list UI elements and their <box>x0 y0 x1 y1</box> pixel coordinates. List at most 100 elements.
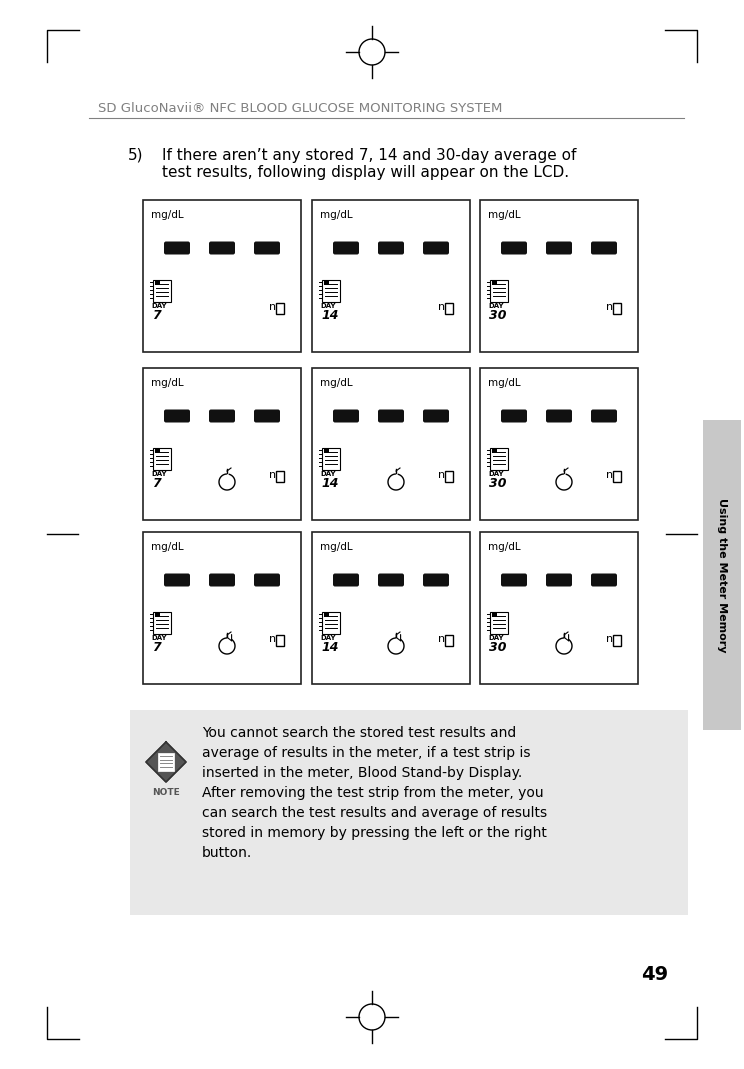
Text: DAY: DAY <box>488 635 504 641</box>
Text: 30: 30 <box>489 309 507 322</box>
Text: n: n <box>269 303 276 312</box>
FancyBboxPatch shape <box>322 280 340 303</box>
FancyBboxPatch shape <box>490 448 508 470</box>
FancyBboxPatch shape <box>164 573 190 587</box>
FancyBboxPatch shape <box>613 471 621 482</box>
FancyBboxPatch shape <box>378 409 404 422</box>
FancyBboxPatch shape <box>492 449 497 453</box>
FancyBboxPatch shape <box>324 613 329 617</box>
FancyBboxPatch shape <box>490 280 508 303</box>
FancyBboxPatch shape <box>324 281 329 285</box>
FancyBboxPatch shape <box>312 368 470 520</box>
Text: mg/dL: mg/dL <box>151 378 184 388</box>
FancyBboxPatch shape <box>591 573 617 587</box>
Text: You cannot search the stored test results and
average of results in the meter, i: You cannot search the stored test result… <box>202 726 547 861</box>
Text: mg/dL: mg/dL <box>488 542 521 552</box>
FancyBboxPatch shape <box>613 303 621 314</box>
FancyBboxPatch shape <box>322 611 340 634</box>
Text: mg/dL: mg/dL <box>320 378 353 388</box>
Text: 14: 14 <box>321 477 339 490</box>
FancyBboxPatch shape <box>130 710 688 915</box>
FancyBboxPatch shape <box>155 449 160 453</box>
Text: mg/dL: mg/dL <box>320 210 353 220</box>
FancyBboxPatch shape <box>480 532 638 684</box>
Text: mg/dL: mg/dL <box>151 210 184 220</box>
FancyBboxPatch shape <box>378 242 404 254</box>
Text: n: n <box>269 470 276 480</box>
Text: DAY: DAY <box>320 635 336 641</box>
FancyBboxPatch shape <box>445 635 453 646</box>
Text: mg/dL: mg/dL <box>488 210 521 220</box>
FancyBboxPatch shape <box>490 611 508 634</box>
FancyBboxPatch shape <box>591 242 617 254</box>
FancyBboxPatch shape <box>501 573 527 587</box>
Text: 7: 7 <box>152 477 161 490</box>
FancyBboxPatch shape <box>546 573 572 587</box>
FancyBboxPatch shape <box>378 573 404 587</box>
FancyBboxPatch shape <box>546 409 572 422</box>
FancyBboxPatch shape <box>164 409 190 422</box>
FancyBboxPatch shape <box>480 200 638 352</box>
FancyBboxPatch shape <box>492 613 497 617</box>
Text: mg/dL: mg/dL <box>151 542 184 552</box>
FancyBboxPatch shape <box>209 573 235 587</box>
FancyBboxPatch shape <box>546 242 572 254</box>
Text: n: n <box>438 634 445 644</box>
Text: DAY: DAY <box>151 471 167 477</box>
FancyBboxPatch shape <box>158 753 174 771</box>
FancyBboxPatch shape <box>312 200 470 352</box>
Text: 7: 7 <box>152 641 161 654</box>
FancyBboxPatch shape <box>492 281 497 285</box>
FancyBboxPatch shape <box>254 573 280 587</box>
FancyBboxPatch shape <box>254 242 280 254</box>
Text: SD GlucoNavii® NFC BLOOD GLUCOSE MONITORING SYSTEM: SD GlucoNavii® NFC BLOOD GLUCOSE MONITOR… <box>98 102 502 115</box>
Text: DAY: DAY <box>488 303 504 309</box>
FancyBboxPatch shape <box>324 449 329 453</box>
FancyBboxPatch shape <box>143 532 301 684</box>
FancyBboxPatch shape <box>613 635 621 646</box>
FancyBboxPatch shape <box>143 368 301 520</box>
Text: n: n <box>438 470 445 480</box>
FancyBboxPatch shape <box>423 242 449 254</box>
FancyBboxPatch shape <box>276 635 284 646</box>
Text: 14: 14 <box>321 641 339 654</box>
FancyBboxPatch shape <box>312 532 470 684</box>
FancyBboxPatch shape <box>254 409 280 422</box>
FancyBboxPatch shape <box>155 281 160 285</box>
FancyBboxPatch shape <box>501 409 527 422</box>
Text: DAY: DAY <box>320 303 336 309</box>
Text: 30: 30 <box>489 641 507 654</box>
Text: If there aren’t any stored 7, 14 and 30-day average of
test results, following d: If there aren’t any stored 7, 14 and 30-… <box>162 148 577 181</box>
Text: n: n <box>606 303 613 312</box>
FancyBboxPatch shape <box>703 420 741 730</box>
Text: DAY: DAY <box>320 471 336 477</box>
FancyBboxPatch shape <box>209 409 235 422</box>
Text: 30: 30 <box>489 477 507 490</box>
Text: DAY: DAY <box>488 471 504 477</box>
FancyBboxPatch shape <box>322 448 340 470</box>
FancyBboxPatch shape <box>153 611 171 634</box>
FancyBboxPatch shape <box>445 303 453 314</box>
Polygon shape <box>146 742 186 783</box>
Text: mg/dL: mg/dL <box>320 542 353 552</box>
FancyBboxPatch shape <box>333 409 359 422</box>
Text: 14: 14 <box>321 309 339 322</box>
Text: mg/dL: mg/dL <box>488 378 521 388</box>
FancyBboxPatch shape <box>155 613 160 617</box>
FancyBboxPatch shape <box>480 368 638 520</box>
FancyBboxPatch shape <box>445 471 453 482</box>
FancyBboxPatch shape <box>209 242 235 254</box>
Text: DAY: DAY <box>151 303 167 309</box>
Text: n: n <box>606 634 613 644</box>
Text: n: n <box>606 470 613 480</box>
FancyBboxPatch shape <box>501 242 527 254</box>
FancyBboxPatch shape <box>423 409 449 422</box>
Text: NOTE: NOTE <box>152 788 180 797</box>
FancyBboxPatch shape <box>153 448 171 470</box>
FancyBboxPatch shape <box>164 242 190 254</box>
Text: n: n <box>438 303 445 312</box>
FancyBboxPatch shape <box>276 471 284 482</box>
FancyBboxPatch shape <box>276 303 284 314</box>
Text: 7: 7 <box>152 309 161 322</box>
FancyBboxPatch shape <box>333 242 359 254</box>
